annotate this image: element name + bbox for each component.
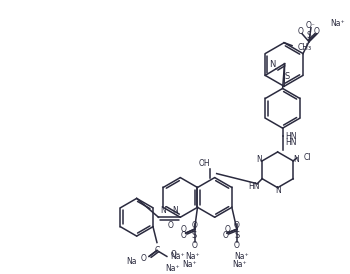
Text: O: O — [223, 231, 229, 239]
Text: N: N — [293, 155, 299, 164]
Text: Na: Na — [126, 257, 137, 266]
Text: OH: OH — [199, 159, 211, 168]
Text: O: O — [140, 254, 146, 263]
Text: Na⁺: Na⁺ — [166, 264, 180, 273]
Text: O: O — [298, 27, 304, 36]
Text: HN: HN — [248, 182, 260, 191]
Text: O: O — [181, 225, 187, 234]
Text: Na⁺: Na⁺ — [234, 252, 249, 261]
Text: Cl: Cl — [303, 153, 311, 162]
Text: O⁻: O⁻ — [306, 21, 316, 30]
Text: Na⁺: Na⁺ — [182, 260, 197, 269]
Text: O: O — [167, 221, 173, 230]
Text: HN: HN — [286, 132, 297, 141]
Text: O: O — [314, 27, 320, 36]
Text: N: N — [275, 186, 280, 195]
Text: O: O — [225, 225, 231, 234]
Text: Na⁺: Na⁺ — [170, 252, 185, 261]
Text: Na⁺: Na⁺ — [232, 260, 247, 269]
Text: Na⁺: Na⁺ — [185, 252, 200, 261]
Text: O: O — [181, 231, 187, 239]
Text: S: S — [307, 31, 312, 40]
Text: N: N — [161, 206, 166, 215]
Text: O⁻: O⁻ — [171, 250, 181, 259]
Text: N: N — [269, 61, 275, 70]
Text: O: O — [191, 241, 197, 250]
Text: S: S — [285, 72, 290, 81]
Text: C: C — [154, 246, 160, 255]
Text: O: O — [191, 221, 197, 230]
Text: N: N — [173, 206, 178, 215]
Text: S: S — [234, 231, 239, 239]
Text: S: S — [192, 231, 197, 239]
Text: CH₃: CH₃ — [298, 43, 312, 52]
Text: O: O — [234, 241, 240, 250]
Text: N: N — [257, 155, 262, 164]
Text: Na⁺: Na⁺ — [330, 19, 345, 28]
Text: O: O — [234, 221, 240, 230]
Text: HN: HN — [286, 138, 297, 147]
